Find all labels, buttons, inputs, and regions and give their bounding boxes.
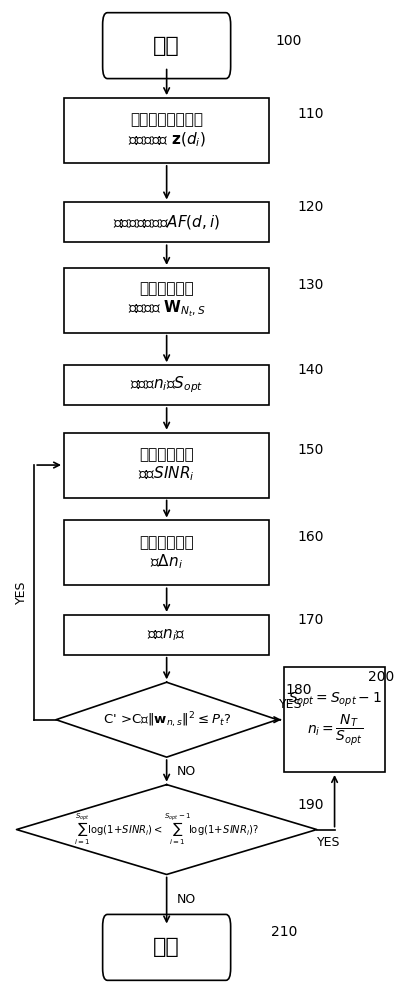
Text: YES: YES	[317, 836, 340, 849]
Text: 180: 180	[285, 683, 312, 697]
Text: YES: YES	[15, 580, 28, 604]
Text: 计算各个子波
束的$SINR_i$: 计算各个子波 束的$SINR_i$	[138, 447, 195, 483]
FancyBboxPatch shape	[64, 365, 269, 405]
Text: 更新$n_i$值: 更新$n_i$值	[147, 627, 186, 643]
Text: 计算子波束发送阵
列控制向量 $\mathbf{z}(d_i)$: 计算子波束发送阵 列控制向量 $\mathbf{z}(d_i)$	[128, 112, 206, 149]
FancyBboxPatch shape	[64, 615, 269, 655]
Text: 初始化$n_i$和$S_{opt}$: 初始化$n_i$和$S_{opt}$	[130, 375, 203, 395]
Text: $\sum_{i=1}^{S_{opt}}\!\log(1\!+\!SINR_i) < \sum_{i=1}^{S_{opt}-1}\!\log(1\!+\!S: $\sum_{i=1}^{S_{opt}}\!\log(1\!+\!SINR_i…	[74, 812, 259, 847]
Text: 计算天线调整
数$\Delta n_i$: 计算天线调整 数$\Delta n_i$	[139, 535, 194, 571]
FancyBboxPatch shape	[64, 98, 269, 163]
FancyBboxPatch shape	[64, 520, 269, 585]
Text: 170: 170	[297, 613, 323, 627]
Text: 开始: 开始	[153, 36, 180, 56]
Text: 200: 200	[368, 670, 395, 684]
Text: 求发送阵列因子$AF(d,i)$: 求发送阵列因子$AF(d,i)$	[113, 213, 220, 231]
Text: 结束: 结束	[153, 937, 180, 957]
Text: NO: NO	[177, 765, 196, 778]
Text: 120: 120	[297, 200, 323, 214]
Text: NO: NO	[177, 893, 196, 906]
Text: 130: 130	[297, 278, 323, 292]
FancyBboxPatch shape	[64, 433, 269, 498]
FancyBboxPatch shape	[284, 667, 385, 772]
Text: C' >C且$\|\mathbf{w}_{n,s}\|^2 \leq P_t$?: C' >C且$\|\mathbf{w}_{n,s}\|^2 \leq P_t$?	[103, 710, 231, 730]
FancyBboxPatch shape	[64, 202, 269, 242]
Text: 整合得出发射
数据矩阵 $\mathbf{W}_{N_t,S}$: 整合得出发射 数据矩阵 $\mathbf{W}_{N_t,S}$	[128, 281, 206, 319]
Polygon shape	[16, 785, 317, 874]
Text: $S_{opt} = S_{opt}-1$
$n_i = \dfrac{N_T}{S_{opt}}$: $S_{opt} = S_{opt}-1$ $n_i = \dfrac{N_T}…	[288, 691, 381, 748]
FancyBboxPatch shape	[64, 268, 269, 333]
Text: 110: 110	[297, 107, 324, 121]
Polygon shape	[56, 682, 277, 757]
Text: 150: 150	[297, 443, 323, 457]
Text: 100: 100	[275, 34, 302, 48]
Text: 190: 190	[297, 798, 324, 812]
Text: 140: 140	[297, 363, 323, 377]
Text: 160: 160	[297, 530, 324, 544]
Text: 210: 210	[271, 925, 298, 939]
FancyBboxPatch shape	[103, 914, 231, 980]
FancyBboxPatch shape	[103, 13, 231, 79]
Text: YES: YES	[279, 698, 303, 711]
